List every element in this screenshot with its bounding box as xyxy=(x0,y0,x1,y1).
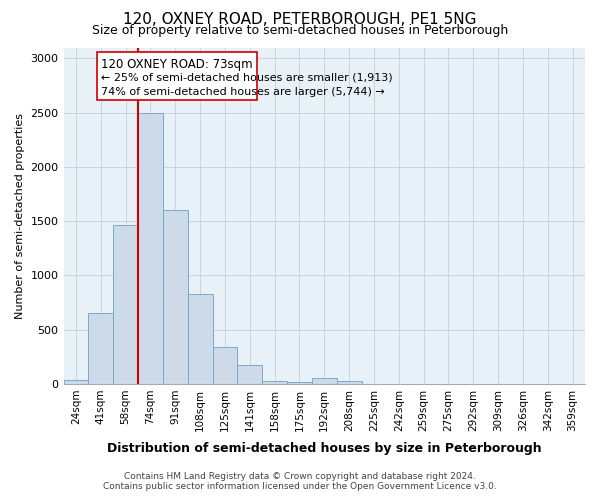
X-axis label: Distribution of semi-detached houses by size in Peterborough: Distribution of semi-detached houses by … xyxy=(107,442,542,455)
Bar xyxy=(138,112,163,384)
Bar xyxy=(212,347,238,384)
Text: Contains HM Land Registry data © Crown copyright and database right 2024.
Contai: Contains HM Land Registry data © Crown c… xyxy=(103,472,497,491)
Text: ← 25% of semi-detached houses are smaller (1,913): ← 25% of semi-detached houses are smalle… xyxy=(101,72,392,83)
Bar xyxy=(88,314,113,384)
Text: 120 OXNEY ROAD: 73sqm: 120 OXNEY ROAD: 73sqm xyxy=(101,58,253,71)
FancyBboxPatch shape xyxy=(97,52,257,100)
Bar xyxy=(188,294,212,384)
Text: 74% of semi-detached houses are larger (5,744) →: 74% of semi-detached houses are larger (… xyxy=(101,86,385,97)
Text: Size of property relative to semi-detached houses in Peterborough: Size of property relative to semi-detach… xyxy=(92,24,508,37)
Text: 120, OXNEY ROAD, PETERBOROUGH, PE1 5NG: 120, OXNEY ROAD, PETERBOROUGH, PE1 5NG xyxy=(123,12,477,28)
Bar xyxy=(113,226,138,384)
Y-axis label: Number of semi-detached properties: Number of semi-detached properties xyxy=(15,112,25,318)
Bar xyxy=(312,378,337,384)
Bar xyxy=(337,381,362,384)
Bar xyxy=(262,380,287,384)
Bar xyxy=(64,380,88,384)
Bar xyxy=(287,382,312,384)
Bar xyxy=(238,366,262,384)
Bar xyxy=(163,210,188,384)
